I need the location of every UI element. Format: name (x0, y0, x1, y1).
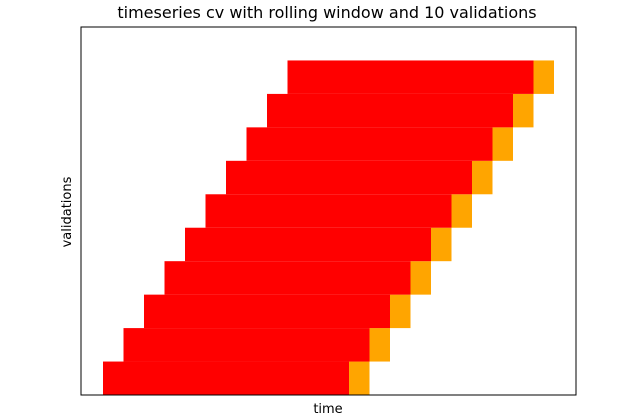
validation-bar-5 (431, 227, 452, 262)
train-bar-8 (246, 127, 493, 161)
chart-title: timeseries cv with rolling window and 10… (117, 3, 536, 22)
train-bar-1 (103, 361, 349, 395)
y-axis-label: validations (60, 176, 75, 247)
train-bar-2 (123, 328, 370, 362)
plot-area (103, 60, 554, 395)
validation-bar-2 (369, 328, 390, 362)
train-bar-5 (185, 227, 431, 262)
train-bar-9 (267, 93, 513, 128)
train-bar-7 (226, 160, 472, 195)
train-bar-3 (144, 294, 390, 329)
validation-bar-10 (533, 60, 554, 94)
validation-bar-3 (390, 294, 411, 329)
validation-bar-6 (451, 194, 472, 228)
axes-frame (80, 26, 577, 396)
train-bar-4 (164, 261, 411, 295)
train-bar-6 (205, 194, 452, 228)
validation-bar-8 (492, 127, 513, 161)
train-bar-10 (287, 60, 534, 94)
validation-bar-7 (472, 160, 493, 195)
validation-bar-9 (513, 93, 534, 128)
validation-bar-1 (349, 361, 370, 395)
x-axis-label: time (313, 402, 342, 415)
validation-bar-4 (410, 261, 431, 295)
